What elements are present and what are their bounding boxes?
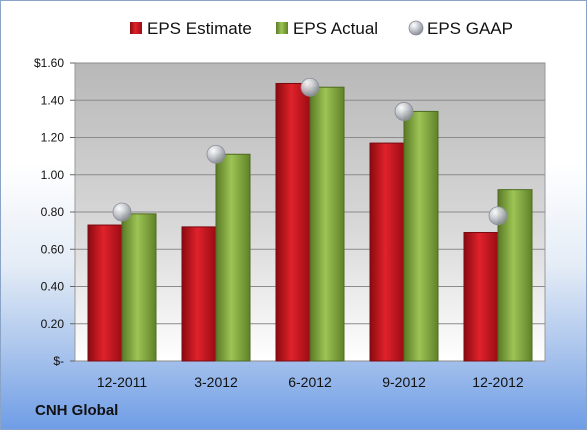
bar-actual	[215, 153, 251, 362]
bar-actual	[309, 86, 345, 362]
legend-swatch	[130, 22, 142, 34]
legend-swatch	[408, 20, 424, 36]
y-tick-label: 1.40	[41, 93, 65, 107]
bar-actual	[403, 110, 439, 362]
y-tick-label: 1.20	[41, 131, 65, 145]
x-tick-label: 12-2011	[97, 374, 148, 390]
bar-estimate	[275, 82, 311, 362]
y-tick-label: 0.80	[41, 205, 65, 219]
gaap-points	[112, 77, 508, 226]
bar-estimate	[463, 231, 499, 362]
y-tick-label: $1.60	[34, 56, 64, 70]
y-axis-ticks: $- 0.20 0.40 0.60 0.80 1.00 1.20 1.40 $1.60	[34, 56, 75, 368]
legend-swatch	[276, 22, 288, 34]
bar-estimate	[181, 226, 217, 362]
company-name: CNH Global	[35, 402, 119, 419]
gaap-point	[488, 206, 508, 226]
gaap-point	[300, 77, 320, 97]
bar-estimate	[369, 142, 405, 362]
gaap-point	[394, 102, 414, 121]
y-tick-label: 0.20	[41, 317, 65, 331]
gaap-point	[206, 144, 226, 164]
legend-label: EPS Estimate	[147, 19, 252, 38]
legend-label: EPS Actual	[293, 19, 378, 38]
x-tick-label: 6-2012	[288, 374, 332, 390]
bar-estimate	[87, 224, 123, 362]
bars	[87, 82, 533, 362]
y-tick-label: 0.60	[41, 242, 65, 256]
y-tick-label: 1.00	[41, 168, 65, 182]
x-tick-label: 3-2012	[194, 374, 238, 390]
gaap-point	[112, 202, 132, 222]
legend-label: EPS GAAP	[427, 19, 513, 38]
x-tick-label: 9-2012	[382, 374, 426, 390]
y-tick-label: 0.40	[41, 280, 65, 294]
x-tick-label: 12-2012	[472, 374, 524, 390]
legend: EPS Estimate EPS Actual EPS GAAP	[130, 19, 513, 38]
bar-actual	[121, 213, 157, 362]
y-tick-label: $-	[53, 354, 64, 368]
x-axis-ticks: 12-2011 3-2012 6-2012 9-2012 12-2012	[97, 374, 524, 390]
